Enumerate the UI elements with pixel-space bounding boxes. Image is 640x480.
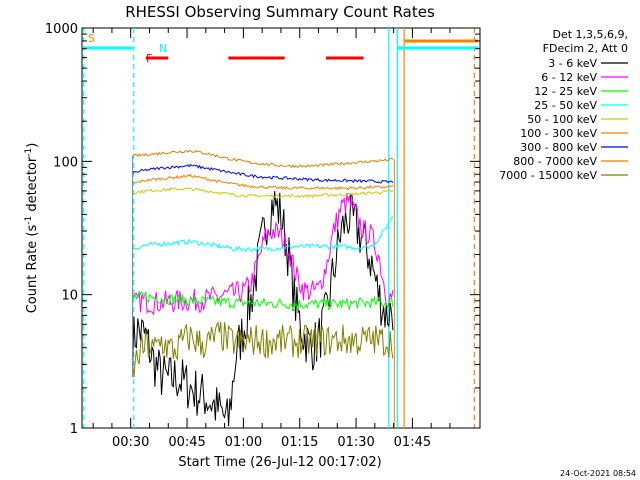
legend: Det 1,3,5,6,9, FDecim 2, Att 0 3 - 6 keV… xyxy=(499,28,628,182)
series-line xyxy=(132,216,394,253)
y-axis-label-sup2: -1 xyxy=(24,148,34,157)
vertical-markers xyxy=(83,28,475,428)
status-bars xyxy=(83,39,479,60)
y-axis-label-main: Count Rate (s xyxy=(25,225,40,314)
series-line xyxy=(132,187,394,199)
series-line xyxy=(132,290,394,311)
y-axis-label: Count Rate (s-1 detector-1) xyxy=(24,143,40,314)
status-flag-f: F xyxy=(146,52,152,65)
y-tick-label: 1 xyxy=(70,422,78,437)
y-axis-label-sup1: -1 xyxy=(24,216,34,225)
y-tick-label: 10 xyxy=(61,289,78,304)
legend-label: 25 - 50 keV xyxy=(534,99,597,112)
x-axis-label: Start Time (26-Jul-12 00:17:02) xyxy=(178,455,381,470)
x-tick-label: 00:45 xyxy=(168,435,205,450)
x-tick-label: 01:00 xyxy=(225,435,262,450)
chart-title: RHESSI Observing Summary Count Rates xyxy=(125,3,435,21)
date-stamp: 24-Oct-2021 08:54 xyxy=(560,469,636,478)
series-line xyxy=(132,190,394,427)
legend-header-1: Det 1,3,5,6,9, xyxy=(552,28,628,41)
legend-label: 800 - 7000 keV xyxy=(513,155,597,168)
y-tick-label: 1000 xyxy=(45,22,78,37)
x-tick-label: 01:30 xyxy=(337,435,374,450)
x-tick-label: 01:15 xyxy=(281,435,318,450)
legend-label: 300 - 800 keV xyxy=(520,141,597,154)
legend-label: 12 - 25 keV xyxy=(534,85,597,98)
series-line xyxy=(132,173,394,191)
series-line xyxy=(132,193,394,316)
y-axis-label-mid: detector xyxy=(25,156,40,216)
legend-label: 50 - 100 keV xyxy=(527,113,597,126)
status-flag-s: S xyxy=(88,32,95,45)
legend-label: 7000 - 15000 keV xyxy=(499,169,597,182)
legend-label: 6 - 12 keV xyxy=(541,71,597,84)
legend-label: 3 - 6 keV xyxy=(548,57,597,70)
x-axis: 00:30 00:45 01:00 01:15 01:30 01:45 xyxy=(92,28,451,450)
status-flags: S NF xyxy=(88,32,167,65)
series-line xyxy=(132,320,394,378)
y-axis: 1 10 100 1000 xyxy=(45,22,480,437)
legend-header-2: FDecim 2, Att 0 xyxy=(543,42,628,55)
x-tick-label: 00:30 xyxy=(112,435,149,450)
series-line xyxy=(132,163,394,184)
x-tick-label: 01:45 xyxy=(394,435,431,450)
series-line xyxy=(132,149,394,169)
legend-label: 100 - 300 keV xyxy=(520,127,597,140)
y-axis-label-end: ) xyxy=(25,143,40,148)
plot-area: 1 10 100 1000 00:30 00:45 01:00 01:15 01:30 01:4… xyxy=(45,22,481,450)
series-group xyxy=(132,149,395,428)
y-tick-label: 100 xyxy=(53,155,78,170)
status-flag-n: N xyxy=(159,42,167,55)
